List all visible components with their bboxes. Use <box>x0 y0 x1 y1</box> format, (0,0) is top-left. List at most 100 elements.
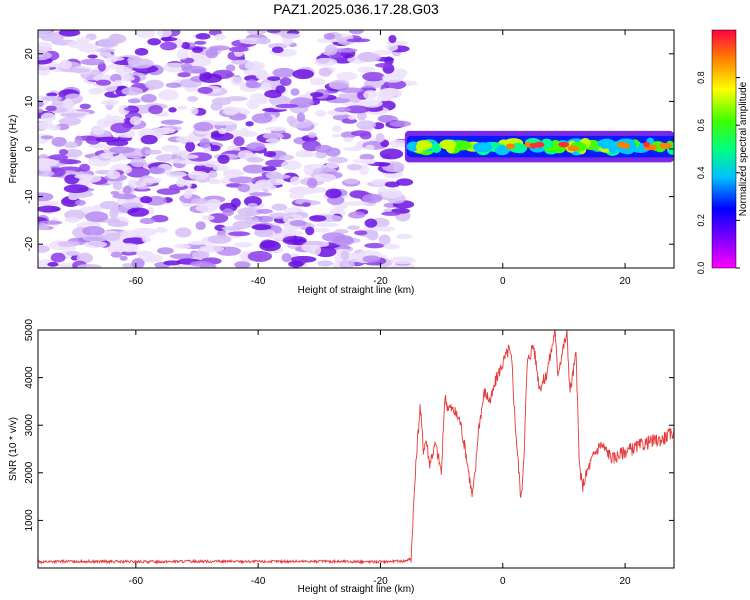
signal-peak <box>524 141 531 148</box>
noise-blob <box>247 202 258 208</box>
noise-blob <box>121 86 144 96</box>
noise-blob <box>127 98 141 104</box>
noise-blob <box>256 37 271 45</box>
noise-blob <box>279 132 292 140</box>
noise-blob <box>225 64 236 72</box>
top-x-tick-label: -20 <box>373 276 388 287</box>
noise-blob <box>156 188 181 195</box>
noise-blob <box>233 136 245 147</box>
noise-blob <box>301 202 311 207</box>
noise-blob <box>251 113 273 124</box>
noise-blob <box>314 144 333 153</box>
noise-blob <box>281 252 292 263</box>
noise-blob <box>390 256 416 265</box>
noise-blob <box>175 227 192 238</box>
noise-blob <box>334 107 352 113</box>
noise-blob <box>147 38 162 46</box>
noise-blob <box>237 183 251 193</box>
noise-blob <box>78 163 91 172</box>
noise-blob <box>83 240 108 248</box>
noise-blob <box>134 47 149 56</box>
signal-peak <box>619 143 631 149</box>
noise-blob <box>207 213 229 224</box>
noise-blob <box>108 33 123 44</box>
noise-blob <box>382 73 404 83</box>
noise-blob <box>171 150 194 156</box>
noise-blob <box>310 92 324 98</box>
noise-blob <box>356 120 377 130</box>
colorbar: 0.0 0.2 0.4 0.6 0.8 Normalized spectral ampl… <box>696 29 749 274</box>
noise-blob <box>40 135 54 140</box>
noise-blob <box>174 243 191 249</box>
noise-blob <box>323 32 336 40</box>
noise-blob <box>288 118 313 129</box>
noise-blob <box>229 176 255 184</box>
noise-blob <box>41 95 63 101</box>
noise-blob <box>160 119 184 125</box>
noise-blob <box>122 263 135 268</box>
noise-blob <box>315 109 327 117</box>
snr-y-ticks: 1000 2000 3000 4000 5000 <box>24 318 674 532</box>
noise-blob <box>292 69 314 80</box>
noise-blob <box>58 59 73 70</box>
noise-blob <box>305 226 315 236</box>
bot-y-tick-label: 2000 <box>24 461 35 484</box>
noise-blob <box>87 54 98 59</box>
noise-blob <box>396 178 414 186</box>
signal-blob <box>431 143 442 154</box>
noise-blob <box>93 74 115 82</box>
noise-blob <box>348 211 366 219</box>
top-y-tick-label: 10 <box>24 95 35 107</box>
noise-blob <box>48 154 69 161</box>
noise-blob <box>331 133 342 138</box>
noise-blob <box>122 237 146 245</box>
top-x-tick-label: -60 <box>129 276 144 287</box>
noise-blob <box>254 215 274 223</box>
noise-blob <box>140 93 157 103</box>
noise-blob <box>272 67 296 78</box>
noise-blob <box>100 99 119 106</box>
noise-blob <box>38 108 44 114</box>
noise-blob <box>60 246 77 251</box>
noise-blob <box>362 193 383 204</box>
spectrogram-heatmap <box>38 30 674 268</box>
noise-blob <box>62 98 75 110</box>
noise-blob <box>260 82 272 91</box>
bot-x-tick-label: -40 <box>251 576 266 587</box>
noise-blob <box>190 260 213 267</box>
noise-blob <box>255 69 269 81</box>
noise-blob <box>140 134 158 145</box>
noise-blob <box>361 99 383 108</box>
noise-blob <box>333 48 358 53</box>
colorbar-tick-label: 0.4 <box>696 167 706 180</box>
noise-blob <box>289 220 307 227</box>
noise-blob <box>328 80 350 90</box>
noise-blob <box>77 264 102 268</box>
bot-y-tick-label: 1000 <box>24 509 35 532</box>
noise-blob <box>324 44 338 56</box>
noise-blob <box>124 106 139 112</box>
noise-blob <box>161 144 181 152</box>
noise-blob <box>160 41 178 51</box>
colorbar-tick-label: 0.2 <box>696 214 706 227</box>
noise-blob <box>207 234 232 244</box>
noise-blob <box>47 262 59 267</box>
noise-blob <box>144 79 165 90</box>
noise-blob <box>127 207 150 217</box>
noise-blob <box>210 121 236 126</box>
noise-blob <box>112 181 123 191</box>
snr-plot-area <box>38 330 674 565</box>
noise-blob <box>359 153 375 161</box>
noise-blob <box>88 87 104 95</box>
bot-y-tick-label: 5000 <box>24 318 35 341</box>
noise-blob <box>317 260 333 267</box>
noise-blob <box>237 150 254 160</box>
noise-blob <box>338 93 359 99</box>
noise-blob <box>190 198 209 205</box>
colorbar-label: Normalized spectral amplitude <box>738 81 749 216</box>
bot-x-tick-label: -20 <box>373 576 388 587</box>
noise-blob <box>354 230 368 236</box>
noise-blob <box>290 176 301 186</box>
noise-blob <box>119 243 139 253</box>
noise-blob <box>242 164 267 174</box>
